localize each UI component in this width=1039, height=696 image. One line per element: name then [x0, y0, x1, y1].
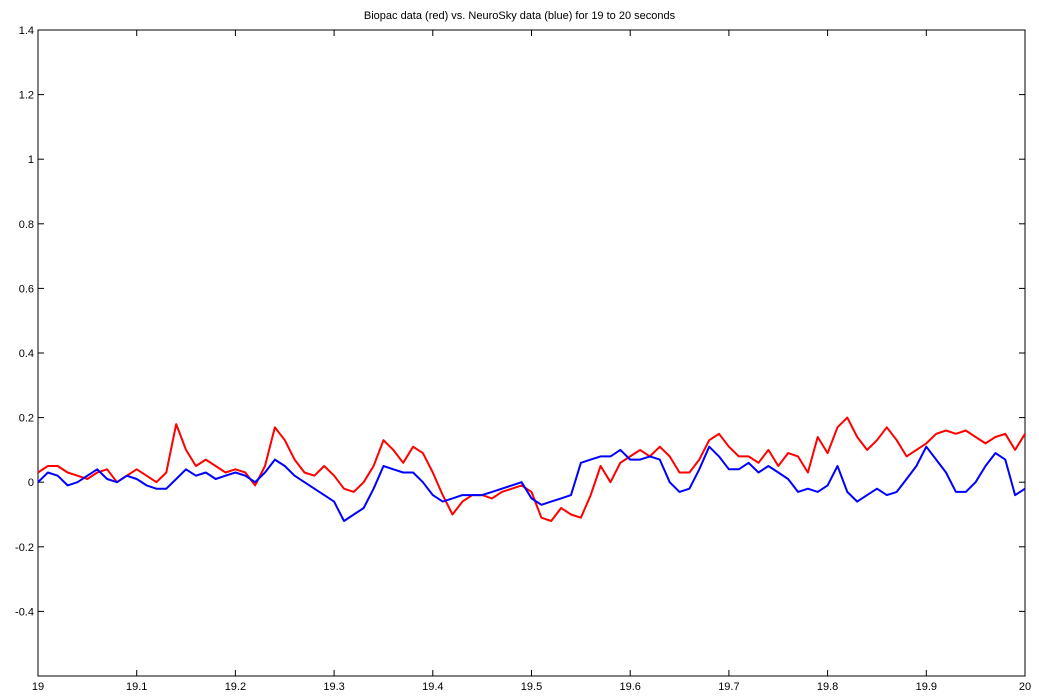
series-lines — [37, 416, 1026, 522]
plot-area — [37, 29, 1026, 677]
x-tick-label: 19.3 — [323, 681, 344, 693]
chart-title: Biopac data (red) vs. NeuroSky data (blu… — [363, 10, 676, 22]
x-tick-label: 19 — [32, 681, 44, 693]
y-tick-label: 0.8 — [19, 219, 34, 231]
y-tick-label: 0.4 — [19, 348, 34, 360]
series-line-red — [37, 416, 1026, 522]
x-tick-label: 19.2 — [225, 681, 246, 693]
y-tick-label: 1.2 — [19, 90, 34, 102]
x-tick-label: 20 — [1019, 681, 1031, 693]
y-tick-label: -0.2 — [15, 542, 34, 554]
x-tick-label: 19.5 — [521, 681, 542, 693]
y-tick-label: 0.6 — [19, 283, 34, 295]
x-tick-label: 19.9 — [916, 681, 937, 693]
y-tick-label: 0 — [28, 477, 34, 489]
x-tick-label: 19.1 — [126, 681, 147, 693]
x-tick-label: 19.4 — [422, 681, 443, 693]
y-tick-label: 0.2 — [19, 413, 34, 425]
x-tick-label: 19.6 — [619, 681, 640, 693]
x-tick-label: 19.7 — [718, 681, 739, 693]
y-tick-label: 1.4 — [19, 25, 34, 37]
tick-labels: 19 19.1 19.2 19.3 19.4 19.5 19.6 19.7 19.8 19.9 20… — [15, 25, 1031, 693]
series-line-blue — [37, 445, 1026, 522]
x-tick-label: 19.8 — [817, 681, 838, 693]
y-tick-label: -0.4 — [15, 606, 34, 618]
y-tick-label: 1 — [28, 154, 34, 166]
